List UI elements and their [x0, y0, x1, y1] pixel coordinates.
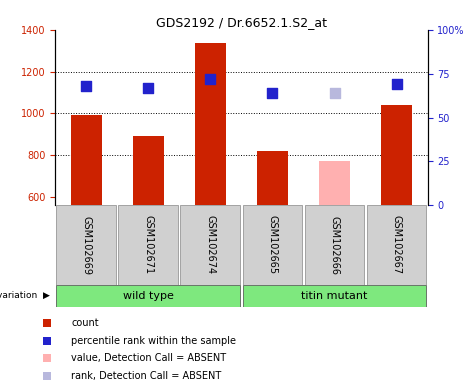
Point — [44, 320, 51, 326]
Text: GSM102674: GSM102674 — [205, 215, 215, 275]
Point — [331, 90, 338, 96]
Bar — [56, 285, 240, 307]
Point — [269, 90, 276, 96]
Bar — [56, 205, 116, 285]
Bar — [305, 205, 364, 285]
Bar — [180, 205, 240, 285]
Bar — [133, 136, 164, 205]
Text: genotype/variation  ▶: genotype/variation ▶ — [0, 291, 50, 301]
Text: wild type: wild type — [123, 291, 173, 301]
Text: GSM102665: GSM102665 — [267, 215, 277, 275]
Point — [44, 338, 51, 344]
Bar — [381, 105, 412, 205]
Point — [44, 355, 51, 361]
Point — [206, 76, 214, 82]
Text: titin mutant: titin mutant — [301, 291, 368, 301]
Text: count: count — [71, 318, 99, 328]
Bar — [70, 116, 102, 205]
Bar — [118, 205, 178, 285]
Text: GSM102666: GSM102666 — [329, 215, 339, 275]
Bar — [319, 161, 350, 205]
Bar — [195, 43, 226, 205]
Text: rank, Detection Call = ABSENT: rank, Detection Call = ABSENT — [71, 371, 221, 381]
Point — [393, 81, 400, 87]
Point — [144, 85, 152, 91]
Text: GSM102667: GSM102667 — [392, 215, 402, 275]
Bar — [243, 285, 426, 307]
Text: GSM102671: GSM102671 — [143, 215, 153, 275]
Point — [82, 83, 90, 89]
Bar — [257, 151, 288, 205]
Text: GSM102669: GSM102669 — [81, 215, 91, 275]
Bar — [243, 205, 302, 285]
Point — [44, 373, 51, 379]
Bar — [367, 205, 426, 285]
Title: GDS2192 / Dr.6652.1.S2_at: GDS2192 / Dr.6652.1.S2_at — [156, 16, 327, 29]
Text: percentile rank within the sample: percentile rank within the sample — [71, 336, 236, 346]
Text: value, Detection Call = ABSENT: value, Detection Call = ABSENT — [71, 353, 226, 363]
